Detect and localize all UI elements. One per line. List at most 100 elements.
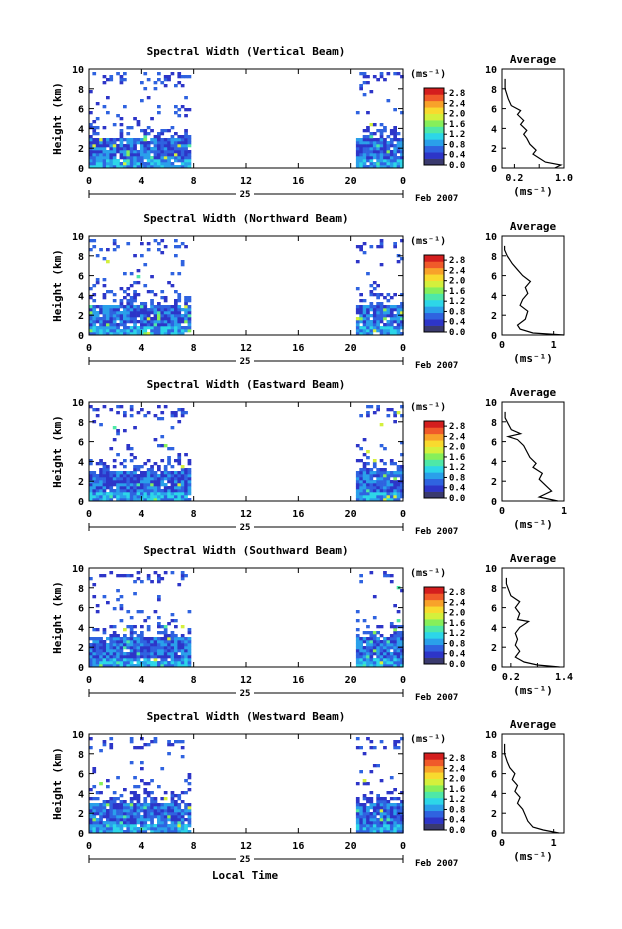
colorbar-tick-label: 2.4 (449, 266, 466, 276)
heatmap-cell (389, 474, 394, 478)
heatmap-cell (167, 486, 171, 490)
heatmap-cell (106, 498, 110, 502)
heatmap-cell (119, 658, 124, 662)
heatmap-cell (362, 664, 367, 668)
heatmap-cell (170, 126, 175, 130)
heatmap-cell (180, 821, 185, 825)
heatmap-cell (400, 791, 404, 795)
heatmap-cell (389, 486, 394, 490)
heatmap-cell (126, 447, 131, 451)
heatmap-cell (140, 147, 144, 151)
heatmap-cell (146, 153, 151, 157)
heatmap-cell (170, 827, 175, 831)
heatmap-cell (143, 803, 148, 807)
heatmap-cell (136, 153, 141, 157)
heatmap-cell (174, 821, 178, 825)
heatmap-cell (362, 498, 367, 502)
heatmap-cell (160, 444, 165, 448)
heatmap-cell (174, 495, 178, 499)
heatmap-cell (383, 447, 387, 451)
heatmap-cell (359, 320, 363, 324)
heatmap-cell (129, 761, 134, 765)
heatmap-cell (355, 147, 360, 151)
heatmap-cell (102, 293, 107, 297)
heatmap-cell (133, 827, 137, 831)
heatmap-cell (95, 141, 100, 145)
heatmap-cell (400, 471, 404, 475)
heatmap-cell (355, 144, 360, 148)
heatmap-cell (163, 405, 168, 409)
heatmap-cell (95, 254, 100, 258)
heatmap-cell (116, 305, 120, 309)
heatmap-cell (355, 459, 360, 463)
heatmap-cell (366, 495, 370, 499)
heatmap-cell (372, 652, 377, 656)
heatmap-cell (180, 818, 185, 822)
heatmap-cell (136, 643, 141, 647)
heatmap-cell (180, 800, 185, 804)
heatmap-cell (133, 655, 137, 659)
heatmap-cell (355, 483, 360, 487)
colorbar-tick-label: 0.8 (449, 805, 465, 815)
heatmap-cell (92, 785, 97, 789)
heatmap-cell (109, 290, 114, 294)
heatmap-cell (389, 818, 394, 822)
heatmap-cell (89, 123, 93, 127)
heatmap-cell (400, 138, 404, 142)
heatmap-cell (92, 806, 97, 810)
heatmap-cell (187, 655, 192, 659)
heatmap-cell (376, 658, 380, 662)
heatmap-cell (92, 649, 97, 653)
heatmap-cell (129, 453, 134, 457)
heatmap-cell (157, 652, 161, 656)
heatmap-cell (355, 806, 360, 810)
heatmap-cell (163, 483, 168, 487)
heatmap-cell (379, 815, 384, 819)
heatmap-cell (140, 661, 144, 665)
heatmap-cell (167, 824, 171, 828)
heatmap-cell (123, 147, 127, 151)
heatmap-cell (386, 326, 391, 330)
heatmap-cell (386, 474, 391, 478)
heatmap-cell (383, 153, 387, 157)
heatmap-cell (119, 305, 124, 309)
heatmap-cell (157, 486, 161, 490)
heatmap-cell (157, 812, 161, 816)
heatmap-cell (89, 90, 93, 94)
heatmap-cell (163, 329, 168, 333)
heatmap-cell (119, 117, 124, 121)
heatmap-cell (112, 459, 117, 463)
heatmap-cell (157, 305, 161, 309)
heatmap-cell (150, 332, 154, 336)
heatmap-cell (177, 147, 182, 151)
heatmap-cell (129, 459, 134, 463)
heatmap-cell (140, 408, 144, 412)
heatmap-cell (99, 649, 103, 653)
heatmap-cell (92, 498, 97, 502)
heatmap-cell (126, 625, 131, 629)
heatmap-cell (157, 78, 161, 82)
heatmap-cell (160, 492, 165, 496)
heatmap-cell (95, 320, 100, 324)
average-y-tick-label: 4 (491, 623, 497, 634)
heatmap-cell (389, 809, 394, 813)
heatmap-cell (376, 646, 380, 650)
heatmap-cell (140, 634, 144, 638)
heatmap-cell (129, 156, 134, 160)
heatmap-cell (116, 150, 120, 154)
heatmap-cell (146, 141, 151, 145)
heatmap-cell (393, 809, 397, 813)
heatmap-cell (143, 135, 148, 139)
heatmap-cell (369, 652, 374, 656)
heatmap-cell (153, 293, 158, 297)
heatmap-cell (187, 498, 192, 502)
heatmap-cell (129, 797, 134, 801)
heatmap-cell (99, 320, 103, 324)
heatmap-cell (355, 159, 360, 163)
heatmap-cell (129, 824, 134, 828)
heatmap-cell (123, 159, 127, 163)
heatmap-cell (362, 317, 367, 321)
heatmap-cell (366, 81, 370, 85)
heatmap-cell (383, 317, 387, 321)
